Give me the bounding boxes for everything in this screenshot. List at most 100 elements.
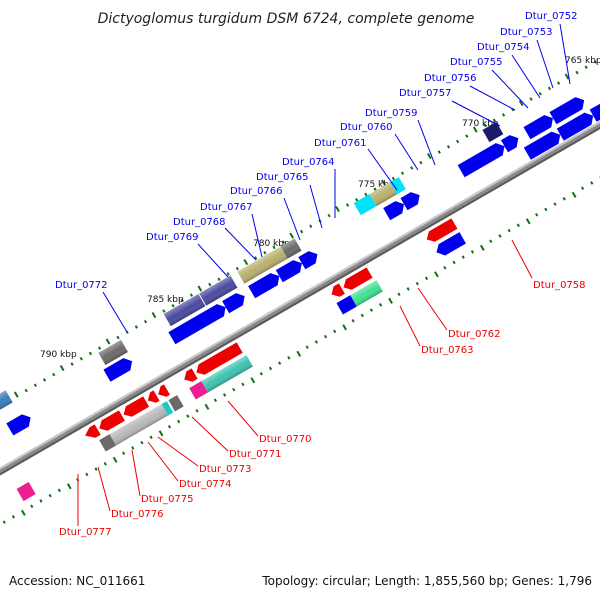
- gene-dtur-0771[interactable]: [181, 368, 198, 384]
- minor-tick: [305, 345, 309, 350]
- gene-dtur-0758[interactable]: [424, 218, 458, 244]
- minor-tick: [400, 171, 405, 176]
- gene-label-dtur-0769[interactable]: Dtur_0769: [146, 232, 199, 243]
- minor-tick: [186, 414, 190, 418]
- minor-tick: [222, 393, 227, 397]
- gene-label-dtur-0756[interactable]: Dtur_0756: [424, 73, 477, 84]
- minor-tick: [195, 409, 199, 413]
- minor-tick: [52, 372, 56, 377]
- gene-magenta[interactable]: [16, 482, 36, 502]
- gene-label-dtur-0777[interactable]: Dtur_0777: [59, 527, 112, 538]
- gene-label-dtur-0761[interactable]: Dtur_0761: [314, 138, 367, 149]
- gene-label-dtur-0768[interactable]: Dtur_0768: [173, 217, 226, 228]
- gene-label-dtur-0773[interactable]: Dtur_0773: [199, 464, 252, 475]
- gene-blue[interactable]: [457, 140, 508, 178]
- gene-dtur-0761[interactable]: [353, 194, 377, 216]
- gene-red[interactable]: [83, 424, 101, 441]
- major-tick: [289, 232, 295, 239]
- minor-tick: [452, 260, 456, 265]
- gene-label-dtur-0759[interactable]: Dtur_0759: [365, 108, 418, 119]
- gene-dtur-0774[interactable]: [145, 390, 160, 405]
- gene-blue[interactable]: [500, 132, 522, 153]
- genes-upper-strand: [0, 92, 600, 436]
- gene-label-dtur-0754[interactable]: Dtur_0754: [477, 42, 530, 53]
- minor-tick: [48, 493, 52, 498]
- gene-label-dtur-0774[interactable]: Dtur_0774: [179, 479, 232, 490]
- gene-red[interactable]: [328, 283, 345, 299]
- minor-tick: [287, 356, 291, 360]
- gene-dtur-0766[interactable]: [222, 290, 248, 314]
- minor-tick: [437, 150, 441, 154]
- gene-label-dtur-0766[interactable]: Dtur_0766: [230, 186, 283, 197]
- minor-tick: [208, 282, 212, 287]
- gene-dtur-0753[interactable]: [556, 110, 597, 141]
- gene-label-dtur-0758[interactable]: Dtur_0758: [533, 280, 586, 291]
- gene-dtur-0754[interactable]: [523, 129, 564, 160]
- gene-label-dtur-0767[interactable]: Dtur_0767: [200, 202, 253, 213]
- gene-label-dtur-0763[interactable]: Dtur_0763: [421, 345, 474, 356]
- minor-tick: [507, 228, 511, 233]
- gene-dtur-0757[interactable]: [482, 122, 504, 143]
- major-tick: [250, 377, 256, 384]
- minor-tick: [42, 378, 47, 382]
- gene-blue[interactable]: [6, 411, 34, 436]
- gene-label-dtur-0771[interactable]: Dtur_0771: [229, 449, 282, 460]
- gene-label-dtur-0776[interactable]: Dtur_0776: [111, 509, 164, 520]
- genome-backbone: [0, 95, 600, 502]
- major-tick: [59, 364, 65, 372]
- minor-tick: [143, 319, 148, 324]
- gene-label-dtur-0755[interactable]: Dtur_0755: [450, 57, 503, 68]
- minor-tick: [461, 255, 465, 259]
- gene-blue[interactable]: [336, 295, 357, 315]
- gene-blue[interactable]: [103, 355, 135, 382]
- gene-label-dtur-0775[interactable]: Dtur_0775: [141, 494, 194, 505]
- gene-cyan[interactable]: [161, 401, 174, 416]
- gene-blue[interactable]: [433, 232, 466, 258]
- gene-blue[interactable]: [298, 248, 321, 270]
- minor-tick: [189, 293, 194, 297]
- gene-red[interactable]: [155, 384, 170, 399]
- gene-dtur-0776[interactable]: [96, 410, 125, 433]
- scale-label-770: 770 kbp: [462, 119, 499, 129]
- minor-tick: [131, 446, 135, 450]
- minor-tick: [79, 356, 83, 361]
- gene-dtur-0775[interactable]: [121, 396, 150, 419]
- major-tick: [112, 456, 118, 463]
- gene-label-dtur-0772[interactable]: Dtur_0772: [55, 280, 108, 291]
- gene-dtur-0767[interactable]: [168, 301, 229, 345]
- gene-dtur-0770[interactable]: [193, 342, 243, 377]
- minor-tick: [167, 424, 172, 429]
- major-tick: [243, 258, 249, 266]
- gene-label-dtur-0757[interactable]: Dtur_0757: [399, 88, 452, 99]
- gene-label-dtur-0770[interactable]: Dtur_0770: [259, 434, 312, 445]
- gene-dtur-0759[interactable]: [390, 177, 406, 195]
- gene-dtur-0773[interactable]: [168, 395, 184, 412]
- leader-lines-upper: [102, 23, 571, 333]
- gene-blue[interactable]: [400, 189, 424, 211]
- minor-tick: [70, 362, 74, 366]
- minor-tick: [162, 309, 166, 313]
- gene-label-dtur-0752[interactable]: Dtur_0752: [525, 11, 578, 22]
- gene-blue[interactable]: [383, 198, 407, 221]
- gene-blue[interactable]: [275, 257, 306, 283]
- minor-tick: [140, 440, 144, 445]
- gene-label-dtur-0762[interactable]: Dtur_0762: [448, 329, 501, 340]
- minor-tick: [116, 335, 120, 340]
- gene-dtur-0752[interactable]: [589, 92, 600, 122]
- gene-label-dtur-0764[interactable]: Dtur_0764: [282, 157, 335, 168]
- gene-label-dtur-0765[interactable]: Dtur_0765: [256, 172, 309, 183]
- gene-blue[interactable]: [248, 270, 283, 299]
- minor-tick: [406, 287, 410, 291]
- minor-tick: [516, 223, 520, 228]
- gene-dtur-0763[interactable]: [341, 267, 373, 292]
- minor-tick: [557, 81, 561, 85]
- minor-tick: [226, 272, 230, 276]
- gene-dtur-0756[interactable]: [523, 112, 556, 140]
- minor-tick: [369, 308, 374, 312]
- gene-label-dtur-0753[interactable]: Dtur_0753: [500, 27, 553, 38]
- gene-gray[interactable]: [99, 434, 117, 452]
- gene-dtur-0755[interactable]: [549, 94, 587, 125]
- gene-magenta[interactable]: [189, 381, 208, 400]
- gene-label-dtur-0760[interactable]: Dtur_0760: [340, 122, 393, 133]
- minor-tick: [501, 113, 506, 117]
